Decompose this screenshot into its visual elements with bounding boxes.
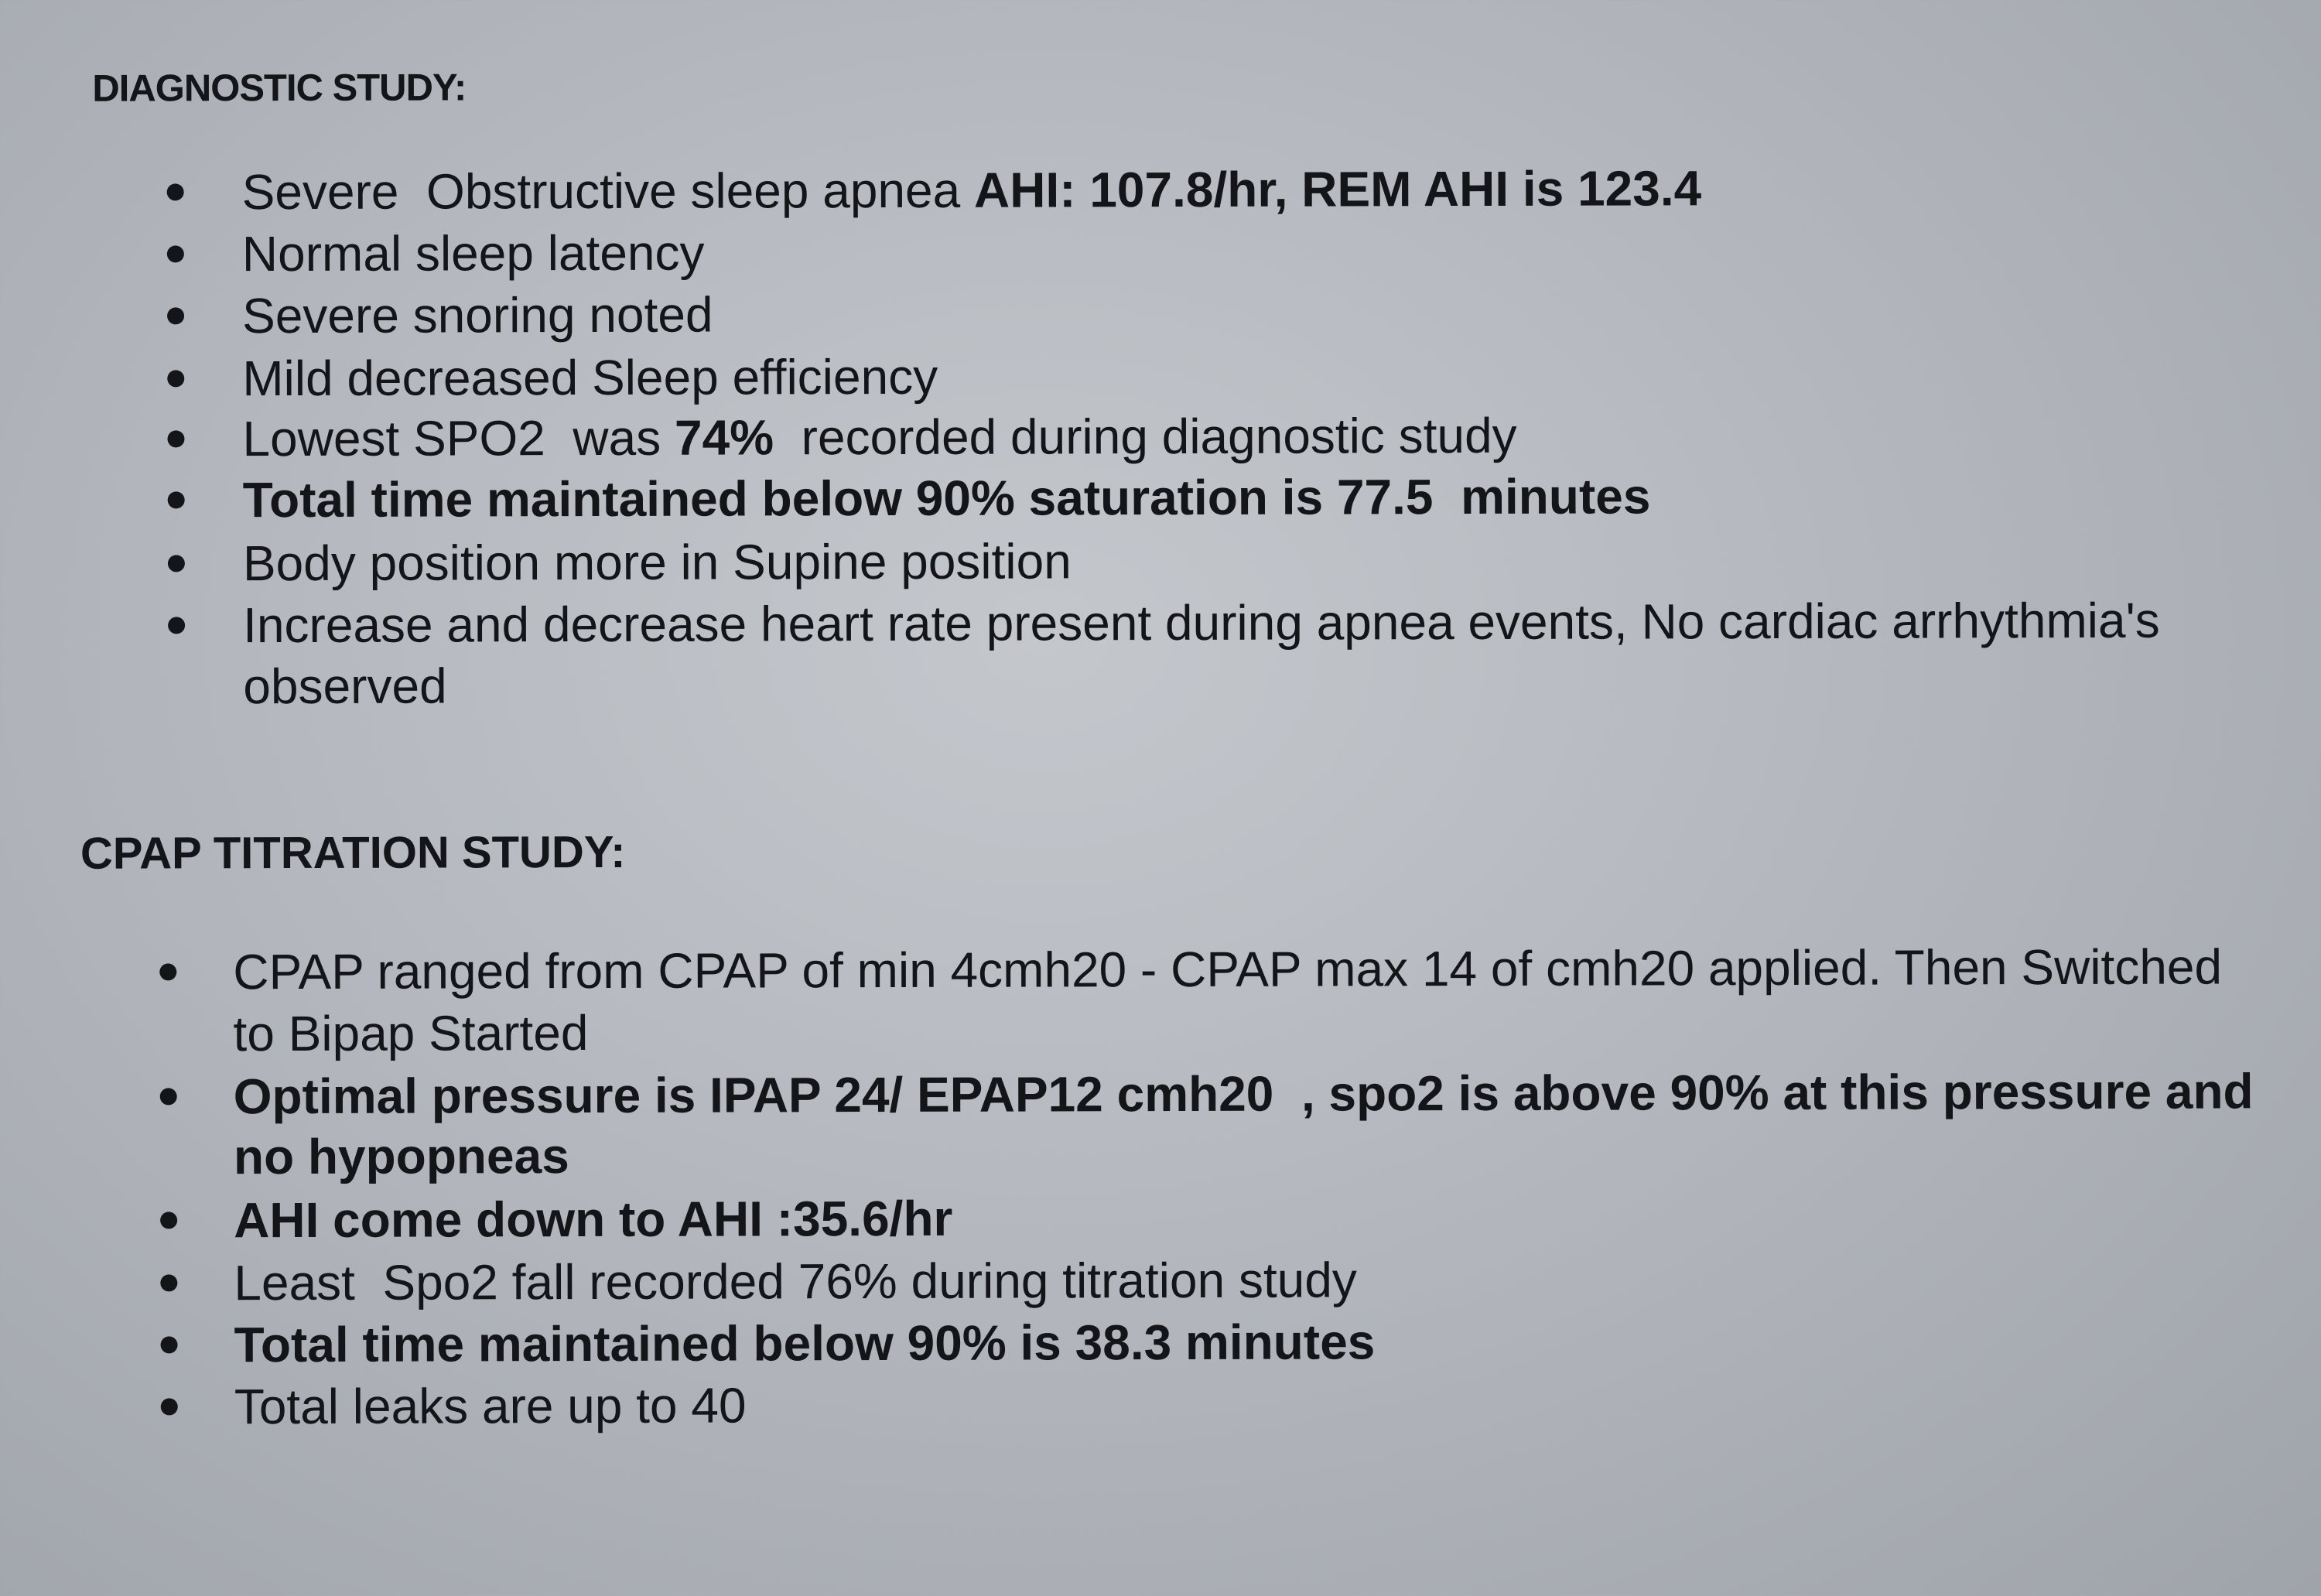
bullet-icon	[160, 1212, 178, 1229]
bullet-icon	[167, 491, 185, 509]
bullet-icon	[166, 183, 184, 201]
list-item: Total time maintained below 90% saturati…	[243, 465, 1651, 531]
bullet-icon	[159, 1088, 177, 1106]
item-bold-text: AHI: 107.8/hr, REM AHI is 123.4	[973, 160, 1702, 218]
item-bold-text: AHI come down to AHI :35.6/hr	[234, 1190, 953, 1249]
bullet-icon	[167, 307, 185, 325]
list-item: Severe Obstructive sleep apnea AHI: 107.…	[242, 157, 1702, 223]
list-item: AHI come down to AHI :35.6/hr	[234, 1188, 952, 1251]
item-bold-text: no hypopneas	[233, 1128, 569, 1185]
bullet-icon	[160, 1274, 178, 1292]
item-bold-text: Total time maintained below 90% saturati…	[242, 468, 1651, 528]
list-item: Normal sleep latency	[241, 224, 705, 282]
bullet-icon	[168, 617, 186, 634]
bullet-icon	[167, 370, 185, 388]
list-item: Optimal pressure is IPAP 24/ EPAP12 cmh2…	[234, 1060, 2254, 1127]
bullet-icon	[160, 1336, 178, 1354]
list-item: Increase and decrease heart rate present…	[243, 592, 2160, 654]
item-text: Severe Obstructive sleep apnea	[241, 162, 975, 220]
list-item: CPAP ranged from CPAP of min 4cmh20 - CP…	[233, 938, 2223, 1000]
list-item: Total leaks are up to 40	[234, 1377, 747, 1435]
bullet-icon	[167, 555, 185, 572]
list-item: Body position more in Supine position	[242, 533, 1072, 592]
list-item: Total time maintained below 90% is 38.3 …	[234, 1311, 1375, 1376]
list-item: Lowest SPO2 was 74% recorded during diag…	[242, 405, 1516, 470]
list-item-continuation: to Bipap Started	[233, 1005, 589, 1062]
bullet-icon	[166, 245, 184, 263]
diagnostic-study-heading: DIAGNOSTIC STUDY:	[92, 67, 467, 110]
list-item: Least Spo2 fall recorded 76% during titr…	[234, 1252, 1357, 1311]
item-bold-text: Total time maintained below 90% is 38.3 …	[234, 1314, 1376, 1373]
list-item: Mild decreased Sleep efficiency	[242, 348, 938, 407]
bullet-icon	[160, 1398, 178, 1416]
list-item-continuation: no hypopneas	[234, 1125, 569, 1188]
list-item: Severe snoring noted	[241, 286, 713, 344]
item-bold-text: Optimal pressure is IPAP 24/ EPAP12 cmh2…	[233, 1063, 2254, 1125]
bullet-icon	[167, 430, 185, 448]
cpap-titration-heading: CPAP TITRATION STUDY:	[80, 826, 626, 879]
item-text: recorded during diagnostic study	[773, 407, 1517, 466]
item-text: Lowest SPO2 was	[242, 409, 675, 467]
list-item-continuation: observed	[243, 658, 447, 715]
bullet-icon	[159, 963, 177, 981]
item-bold-text: 74%	[674, 409, 774, 466]
